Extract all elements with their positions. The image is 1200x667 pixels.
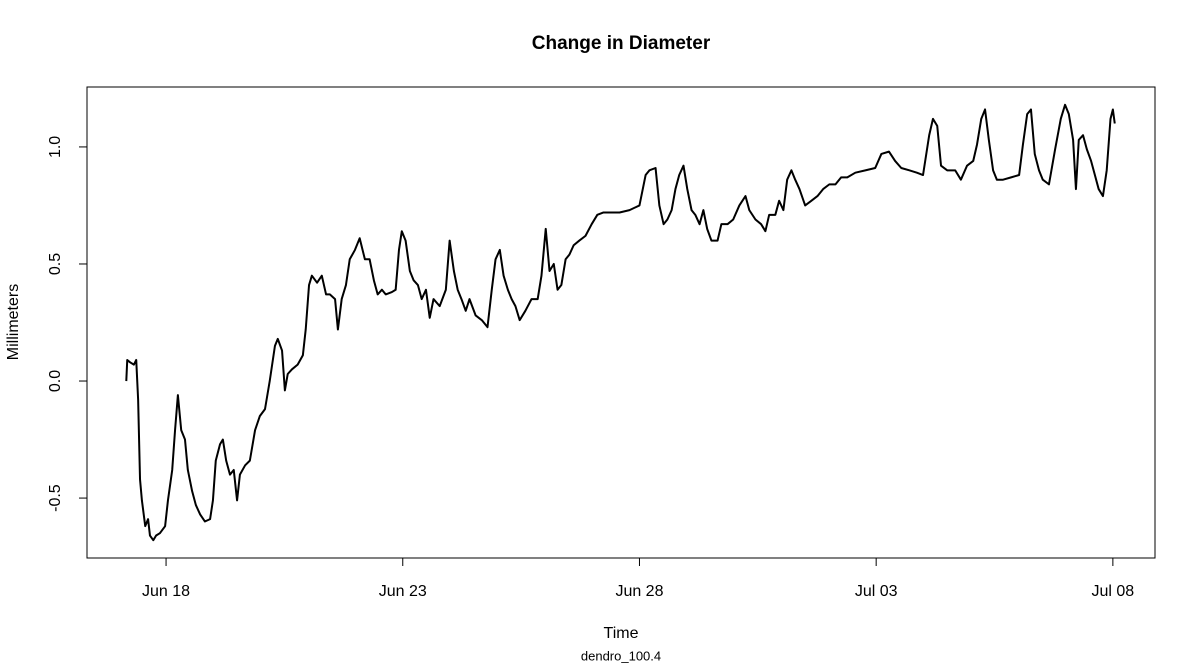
y-axis-label: Millimeters (5, 284, 22, 360)
chart-title: Change in Diameter (532, 33, 711, 54)
x-tick-label: Jun 23 (379, 583, 427, 600)
x-tick-label: Jul 03 (855, 583, 898, 600)
x-tick-label: Jul 08 (1092, 583, 1135, 600)
subtitle: dendro_100.4 (581, 648, 661, 663)
y-tick-label: 0.5 (47, 253, 64, 275)
y-tick-label: 1.0 (47, 136, 64, 158)
x-tick-label: Jun 18 (142, 583, 190, 600)
x-tick-label: Jun 28 (615, 583, 663, 600)
data-line (125, 103, 1116, 542)
plot-frame (86, 86, 1156, 559)
x-axis-label: Time (604, 625, 639, 642)
y-tick-label: 0.0 (47, 370, 64, 392)
y-tick-label: -0.5 (47, 484, 64, 512)
